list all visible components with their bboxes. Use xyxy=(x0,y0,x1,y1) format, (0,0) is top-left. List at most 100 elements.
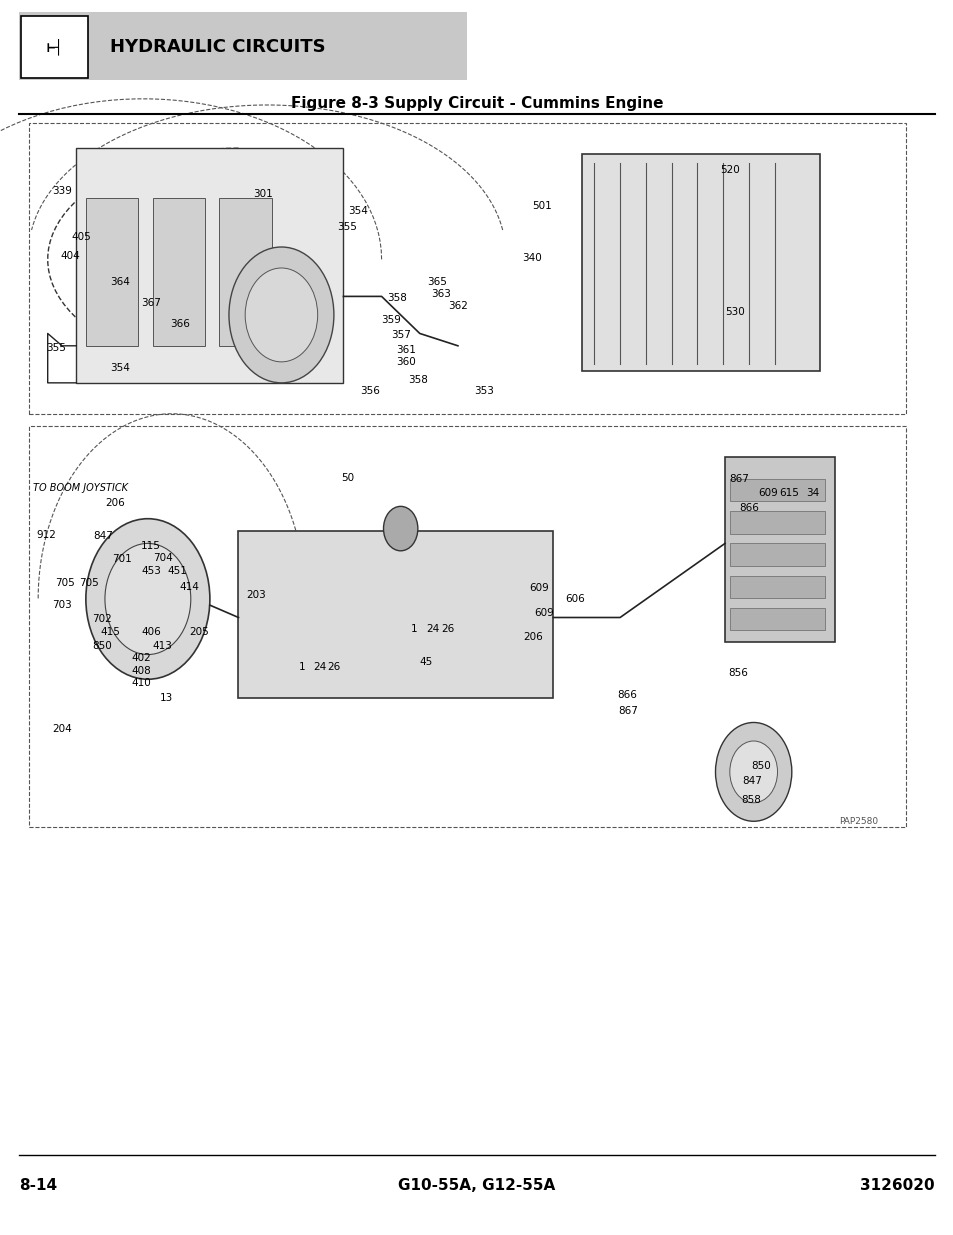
Text: 363: 363 xyxy=(431,289,451,299)
Text: 26: 26 xyxy=(441,624,455,634)
Text: 50: 50 xyxy=(341,473,355,483)
Bar xyxy=(152,198,205,346)
Text: 205: 205 xyxy=(189,627,209,637)
Text: 705: 705 xyxy=(55,578,75,588)
Text: 704: 704 xyxy=(152,553,172,563)
Circle shape xyxy=(229,247,334,383)
Bar xyxy=(219,198,272,346)
Text: 353: 353 xyxy=(474,387,494,396)
Text: 365: 365 xyxy=(427,277,447,287)
Text: 856: 856 xyxy=(727,668,747,678)
Bar xyxy=(76,148,343,383)
Bar xyxy=(238,531,553,698)
Text: 615: 615 xyxy=(779,488,799,498)
Text: 354: 354 xyxy=(348,206,368,216)
Text: 203: 203 xyxy=(246,590,266,600)
Text: 24: 24 xyxy=(426,624,439,634)
Text: 367: 367 xyxy=(141,298,161,308)
Text: Figure 8-3 Supply Circuit - Cummins Engine: Figure 8-3 Supply Circuit - Cummins Engi… xyxy=(291,96,662,111)
Text: 520: 520 xyxy=(720,165,740,175)
Circle shape xyxy=(715,722,791,821)
Text: 413: 413 xyxy=(152,641,172,651)
Text: 867: 867 xyxy=(618,706,638,716)
Text: 364: 364 xyxy=(110,277,130,287)
Text: 408: 408 xyxy=(132,666,152,676)
Text: 405: 405 xyxy=(71,232,91,242)
Text: 3126020: 3126020 xyxy=(860,1178,934,1193)
Text: 530: 530 xyxy=(724,308,744,317)
Text: 451: 451 xyxy=(167,566,187,576)
Text: 355: 355 xyxy=(46,343,66,353)
Circle shape xyxy=(86,519,210,679)
Bar xyxy=(21,16,88,78)
Text: 609: 609 xyxy=(758,488,778,498)
Text: 501: 501 xyxy=(532,201,552,211)
Text: 847: 847 xyxy=(741,776,761,785)
Text: 355: 355 xyxy=(336,222,356,232)
Text: 858: 858 xyxy=(740,795,760,805)
Text: 8-14: 8-14 xyxy=(19,1178,57,1193)
Bar xyxy=(581,154,820,370)
Circle shape xyxy=(105,543,191,655)
Text: 358: 358 xyxy=(387,293,407,303)
Circle shape xyxy=(729,741,777,803)
Text: 453: 453 xyxy=(141,566,161,576)
Text: 356: 356 xyxy=(360,387,380,396)
Text: 361: 361 xyxy=(395,345,416,354)
Bar xyxy=(729,543,824,566)
Text: 24: 24 xyxy=(313,662,326,672)
Text: 404: 404 xyxy=(60,251,80,261)
Text: 406: 406 xyxy=(141,627,161,637)
Text: 1: 1 xyxy=(411,624,417,634)
Text: 850: 850 xyxy=(92,641,112,651)
FancyBboxPatch shape xyxy=(19,12,467,80)
Text: G10-55A, G12-55A: G10-55A, G12-55A xyxy=(398,1178,555,1193)
Text: 606: 606 xyxy=(565,594,585,604)
Bar xyxy=(729,479,824,501)
Circle shape xyxy=(245,268,317,362)
Text: 45: 45 xyxy=(419,657,433,667)
Text: 867: 867 xyxy=(728,474,748,484)
Text: 359: 359 xyxy=(381,315,401,325)
Text: 415: 415 xyxy=(100,627,120,637)
Text: 360: 360 xyxy=(395,357,416,367)
Text: 340: 340 xyxy=(521,253,541,263)
Text: 402: 402 xyxy=(132,653,152,663)
Text: PAP2580: PAP2580 xyxy=(839,816,878,826)
Text: 339: 339 xyxy=(52,186,72,196)
Text: 703: 703 xyxy=(52,600,72,610)
Text: 701: 701 xyxy=(112,555,132,564)
Text: 301: 301 xyxy=(253,189,273,199)
Text: 354: 354 xyxy=(110,363,130,373)
Text: HYDRAULIC CIRCUITS: HYDRAULIC CIRCUITS xyxy=(110,38,325,56)
Text: 358: 358 xyxy=(408,375,428,385)
Text: 609: 609 xyxy=(534,608,554,618)
Bar xyxy=(729,511,824,534)
Bar xyxy=(29,426,905,827)
Text: 1: 1 xyxy=(298,662,305,672)
Text: 206: 206 xyxy=(522,632,542,642)
Text: 866: 866 xyxy=(739,503,759,513)
Text: 206: 206 xyxy=(105,498,125,508)
Text: 705: 705 xyxy=(79,578,99,588)
Text: TO BOOM JOYSTICK: TO BOOM JOYSTICK xyxy=(33,483,129,493)
Text: ⊢┤: ⊢┤ xyxy=(46,38,63,56)
Text: 115: 115 xyxy=(141,541,161,551)
Bar xyxy=(729,608,824,630)
Bar xyxy=(29,124,905,414)
Text: 866: 866 xyxy=(617,690,637,700)
Text: 414: 414 xyxy=(179,582,199,592)
Text: 204: 204 xyxy=(52,724,72,734)
Text: 26: 26 xyxy=(327,662,340,672)
Bar xyxy=(86,198,138,346)
Text: 702: 702 xyxy=(92,614,112,624)
Text: 362: 362 xyxy=(448,301,468,311)
Bar xyxy=(724,457,834,642)
Text: 357: 357 xyxy=(391,330,411,340)
Text: 34: 34 xyxy=(805,488,819,498)
Bar xyxy=(729,576,824,598)
Text: 850: 850 xyxy=(750,761,770,771)
Circle shape xyxy=(383,506,417,551)
Text: 366: 366 xyxy=(170,319,190,329)
Text: 847: 847 xyxy=(93,531,113,541)
